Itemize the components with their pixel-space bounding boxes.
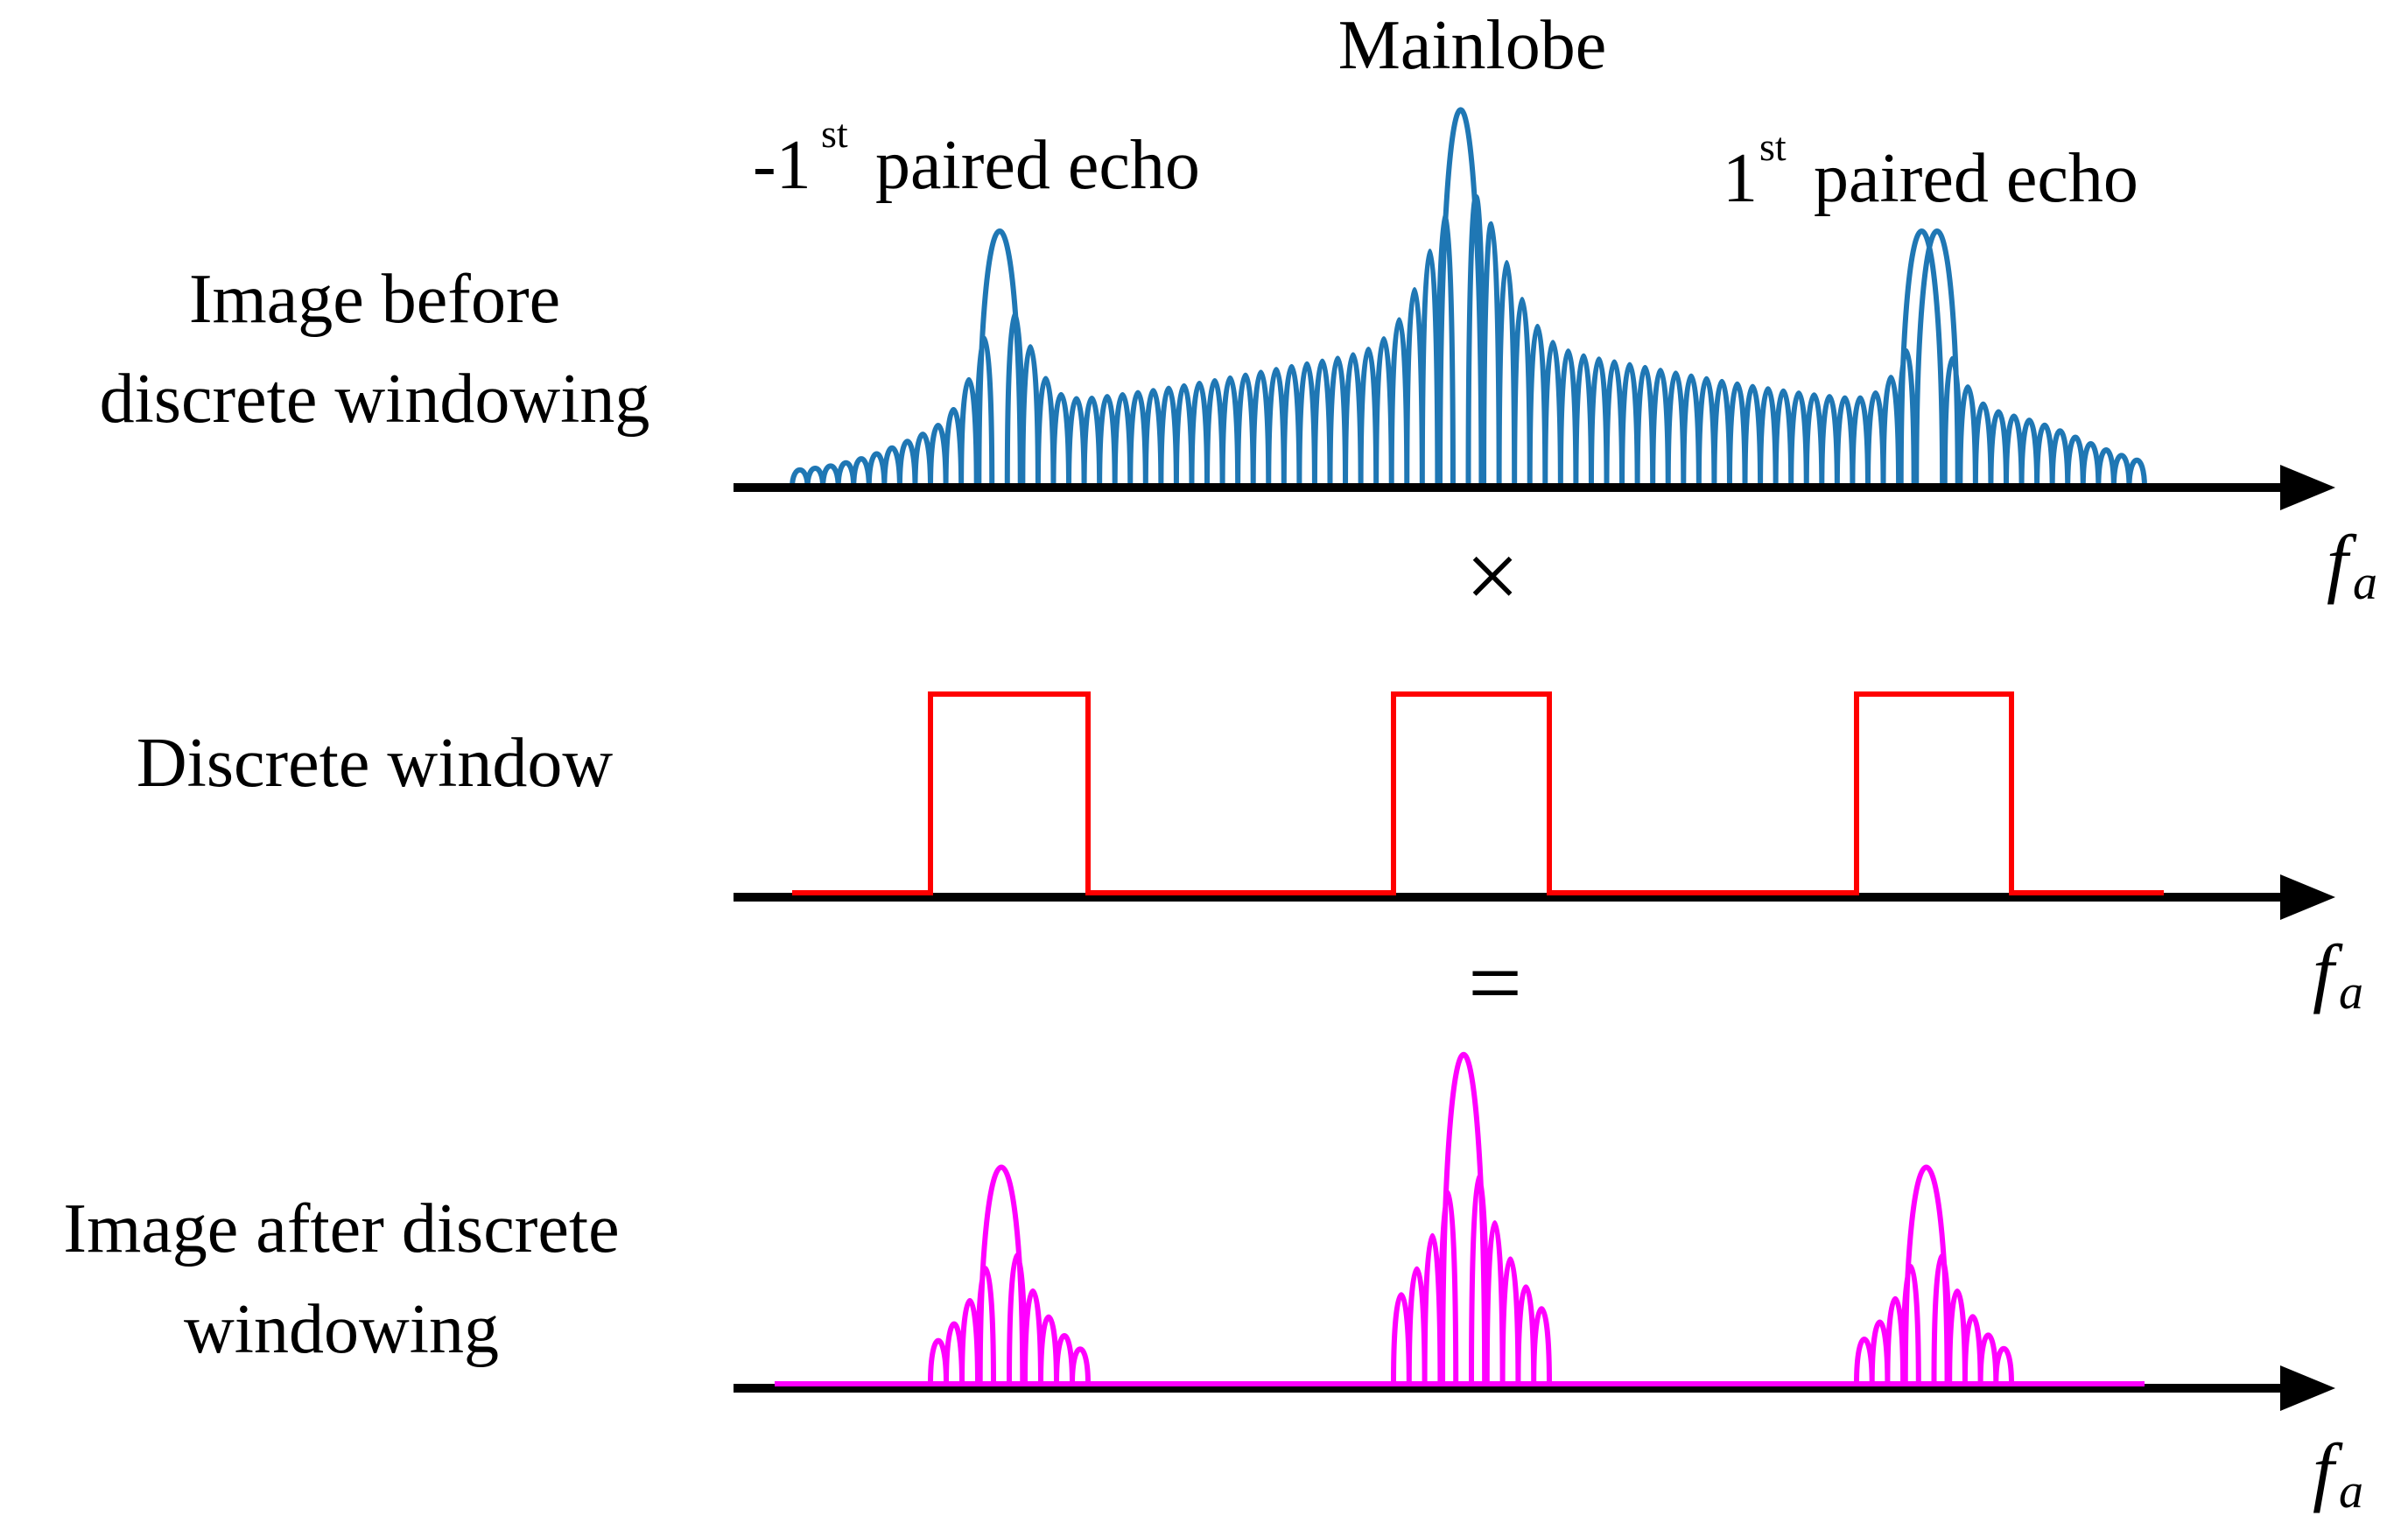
row1-plot: f a: [734, 107, 2377, 610]
row3-label-line2: windowing: [184, 1291, 499, 1368]
row3-axis-label: f a: [2313, 1429, 2363, 1519]
row1-label-line2: discrete windowing: [100, 361, 650, 438]
neg-echo-suffix: paired echo: [858, 127, 1200, 204]
row3-axis-subscript: a: [2339, 1464, 2363, 1519]
multiply-sign: ×: [1465, 523, 1520, 629]
row1-axis-subscript: a: [2353, 556, 2377, 610]
row2-axis-arrowhead: [2280, 874, 2335, 920]
spectrum-after-windowing: [775, 1052, 2145, 1386]
spectrum-before-windowing: [790, 107, 2147, 488]
neg-first-paired-echo-label: -1 st paired echo: [753, 111, 1200, 204]
row2-plot: f a: [734, 691, 2363, 1020]
row2-axis-subscript: a: [2339, 965, 2363, 1020]
row3-label-line1: Image after discrete: [63, 1190, 619, 1267]
row1-axis-label: f a: [2327, 521, 2377, 610]
neg-echo-sup: st: [821, 111, 848, 156]
pos-echo-sup: st: [1759, 124, 1787, 169]
pos-echo-prefix: 1: [1723, 140, 1758, 217]
neg-echo-prefix: -1: [753, 127, 811, 204]
equals-sign: =: [1468, 930, 1522, 1036]
row1-label-line1: Image before: [189, 261, 560, 338]
row1-axis-arrowhead: [2280, 465, 2335, 510]
row3-plot: f a: [734, 1052, 2363, 1519]
row3-axis-arrowhead: [2280, 1365, 2335, 1411]
row2-label: Discrete window: [137, 725, 614, 802]
mainlobe-label: Mainlobe: [1338, 7, 1607, 84]
pos-first-paired-echo-label: 1 st paired echo: [1723, 124, 2138, 217]
discrete-window-pulse-train: [792, 691, 2164, 895]
pos-echo-suffix: paired echo: [1796, 140, 2138, 217]
row2-axis-label: f a: [2313, 930, 2363, 1020]
